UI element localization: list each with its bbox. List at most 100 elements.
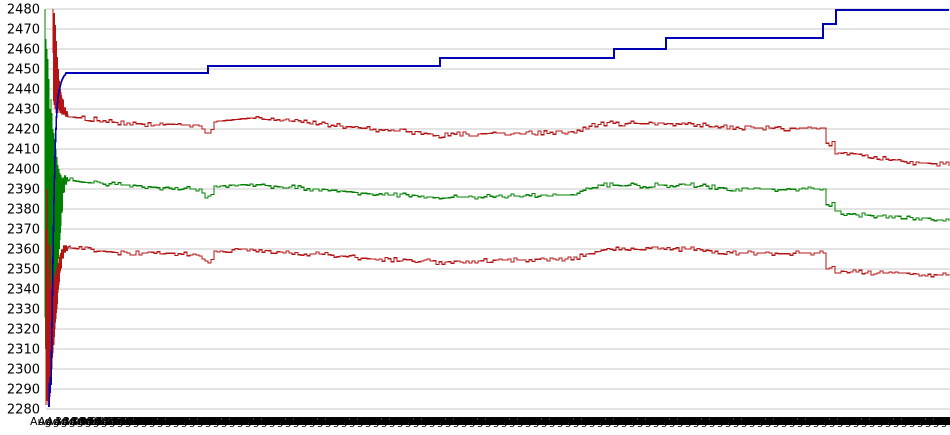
x-axis-tick-label: Aug 30 09:47:22 AM — [70, 415, 182, 428]
x-axis-tick-label: Aug 30 09:31:05 AM — [414, 415, 526, 428]
y-axis-tick-label: 2290 — [7, 383, 40, 398]
x-axis-tick-label: Aug 30 11:03:36 AM — [598, 415, 710, 428]
x-axis-tick-label: Aug 30 11:03:36 AM — [566, 415, 678, 428]
x-axis-tick-label: Aug 30 10:15:48 AM — [814, 415, 926, 428]
x-axis-tick-label: Aug 30 10:15:48 AM — [430, 415, 542, 428]
x-axis-tick-label: Aug 30 11:03:36 AM — [246, 415, 358, 428]
x-axis-tick-label: Aug 30 09:47:22 AM — [422, 415, 534, 428]
x-axis-tick-label: Aug 30 09:31:05 AM — [926, 415, 950, 428]
x-axis-tick-label: Aug 30 09:31:05 AM — [830, 415, 942, 428]
x-axis-tick-label: Aug 30 11:03:36 AM — [662, 415, 774, 428]
x-axis-tick-label: Aug 30 10:15:48 AM — [462, 415, 574, 428]
y-axis-tick-label: 2400 — [7, 163, 40, 178]
x-axis-tick-label: Aug 30 11:03:36 AM — [86, 415, 198, 428]
series-high-red — [52, 8, 950, 167]
x-axis-tick-label: Aug 30 09:47:22 AM — [678, 415, 790, 428]
x-axis-tick-label: Aug 30 10:15:48 AM — [558, 415, 670, 428]
x-axis-tick-label: Aug 30 11:03:36 AM — [214, 415, 326, 428]
x-axis-tick-label: Aug 30 09:47:22 AM — [710, 415, 822, 428]
x-axis-tick-label: Aug 30 09:47:22 AM — [198, 415, 310, 428]
x-axis-tick-label: Aug 30 10:15:48 AM — [366, 415, 478, 428]
x-axis-tick-label: Aug 30 09:47:22 AM — [902, 415, 950, 428]
x-axis-tick-label: Aug 30 10:15:48 AM — [174, 415, 286, 428]
y-axis-tick-label: 2320 — [7, 323, 40, 338]
x-axis-tick-label: Aug 30 09:31:05 AM — [670, 415, 782, 428]
x-axis-tick-label: Aug 30 09:47:22 AM — [102, 415, 214, 428]
x-axis-tick-label: Aug 30 09:47:22 AM — [774, 415, 886, 428]
x-axis-tick-label: Aug 30 09:47:22 AM — [646, 415, 758, 428]
x-axis-tick-label: Aug 30 11:03:36 AM — [502, 415, 614, 428]
y-axis-tick-label: 2310 — [7, 343, 40, 358]
x-axis-tick-label: Aug 30 11:03:36 AM — [726, 415, 838, 428]
x-axis-tick-label: Aug 30 11:03:36 AM — [438, 415, 550, 428]
x-axis-tick-label: Aug 30 09:31:05 AM — [62, 415, 174, 428]
series-low-red — [45, 188, 950, 406]
y-axis-tick-label: 2350 — [7, 263, 40, 278]
y-axis-tick-label: 2410 — [7, 143, 40, 158]
x-axis-tick-label: Aug 30 11:03:36 AM — [758, 415, 870, 428]
x-axis-tick-label: Aug 30 11:03:36 AM — [182, 415, 294, 428]
x-axis-tick-label: Aug 30 11:03:36 AM — [150, 415, 262, 428]
x-axis-tick-label: Aug 30 09:31:05 AM — [574, 415, 686, 428]
x-axis-tick-label: Aug 30 09:31:05 AM — [734, 415, 846, 428]
x-axis-tick-label: Aug 30 10:15:48 AM — [302, 415, 414, 428]
x-axis-tick-label: Aug 30 10:15:48 AM — [590, 415, 702, 428]
x-axis-tick-label: Aug 30 09:31:05 AM — [382, 415, 494, 428]
x-axis-tick-label: Aug 30 09:31:05 AM — [894, 415, 950, 428]
y-axis-tick-label: 2390 — [7, 183, 40, 198]
series-mid-green — [44, 8, 950, 402]
x-axis-tick-label: Aug 30 11:03:36 AM — [886, 415, 950, 428]
x-axis-tick-label: Aug 30 09:47:22 AM — [326, 415, 438, 428]
x-axis-tick-label: Aug 30 09:31:05 AM — [94, 415, 206, 428]
x-axis-tick-label: Aug 30 09:31:05 AM — [350, 415, 462, 428]
x-axis-tick-label: Aug 30 10:15:48 AM — [526, 415, 638, 428]
y-axis-tick-label: 2370 — [7, 223, 40, 238]
x-axis-tick-label: Aug 30 09:31:05 AM — [606, 415, 718, 428]
x-axis-tick-label: Aug 30 10:15:48 AM — [398, 415, 510, 428]
x-axis-tick-label: Aug 30 11:03:36 AM — [694, 415, 806, 428]
x-axis-tick-label: Aug 30 10:15:48 AM — [686, 415, 798, 428]
y-axis-tick-label: 2460 — [7, 43, 40, 58]
x-axis-tick-label: Aug 30 09:47:22 AM — [262, 415, 374, 428]
x-axis-tick-label: Aug 30 09:31:05 AM — [510, 415, 622, 428]
x-axis-tick-label: Aug 30 10:15:48 AM — [942, 415, 950, 428]
y-axis-tick-label: 2280 — [7, 403, 40, 418]
x-axis-tick-label: Aug 30 09:31:05 AM — [254, 415, 366, 428]
x-axis-tick-label: Aug 30 10:15:48 AM — [878, 415, 950, 428]
x-axis-tick-label: Aug 30 09:31:05 AM — [862, 415, 950, 428]
x-axis-tick-label: Aug 30 09:47:22 AM — [934, 415, 950, 428]
x-axis-tick-label: Aug 30 09:47:22 AM — [550, 415, 662, 428]
x-axis-tick-label: Aug 30 09:47:22 AM — [870, 415, 950, 428]
series-step-blue — [48, 9, 949, 408]
x-axis-tick-label: Aug 30 11:03:36 AM — [534, 415, 646, 428]
x-axis-tick-label: Aug 30 11:03:36 AM — [630, 415, 742, 428]
x-axis-tick-label: Aug 30 10:15:48 AM — [142, 415, 254, 428]
x-axis-tick-label: Aug 30 10:15:48 AM — [110, 415, 222, 428]
x-axis-tick-label: Aug 30 09:31:05 AM — [190, 415, 302, 428]
y-axis-tick-label: 2480 — [7, 3, 40, 18]
x-axis-tick-label: Aug 30 11:03:36 AM — [918, 415, 950, 428]
x-axis-tick-label: Aug 30 11:03:36 AM — [310, 415, 422, 428]
x-axis-tick-label: Aug 30 09:47:22 AM — [38, 415, 150, 428]
x-axis-tick-label: Aug 30 09:47:22 AM — [358, 415, 470, 428]
x-axis-tick-label: Aug 30 11:03:36 AM — [54, 415, 166, 428]
x-axis-tick-label: Aug 30 09:31:05 AM — [222, 415, 334, 428]
x-axis-tick-label: Aug 30 09:47:22 AM — [486, 415, 598, 428]
x-axis-tick-label: Aug 30 10:15:48 AM — [654, 415, 766, 428]
x-axis-tick-label: Aug 30 09:47:22 AM — [582, 415, 694, 428]
x-axis-tick-label: Aug 30 10:15:48 AM — [238, 415, 350, 428]
x-axis-tick-label: Aug 30 09:47:22 AM — [230, 415, 342, 428]
x-axis-tick-label: Aug 30 09:31:05 AM — [446, 415, 558, 428]
x-axis-tick-label: Aug 30 11:03:36 AM — [854, 415, 950, 428]
y-axis-tick-label: 2420 — [7, 123, 40, 138]
x-axis-tick-label: Aug 30 09:47:22 AM — [294, 415, 406, 428]
y-axis-tick-label: 2470 — [7, 23, 40, 38]
x-axis-tick-label: Aug 30 09:47:22 AM — [838, 415, 950, 428]
x-axis-tick-label: Aug 30 10:15:48 AM — [78, 415, 190, 428]
x-axis-tick-label: Aug 30 09:31:05 AM — [478, 415, 590, 428]
y-axis-tick-label: 2430 — [7, 103, 40, 118]
x-axis-tick-label: Aug 30 09:47:22 AM — [742, 415, 854, 428]
